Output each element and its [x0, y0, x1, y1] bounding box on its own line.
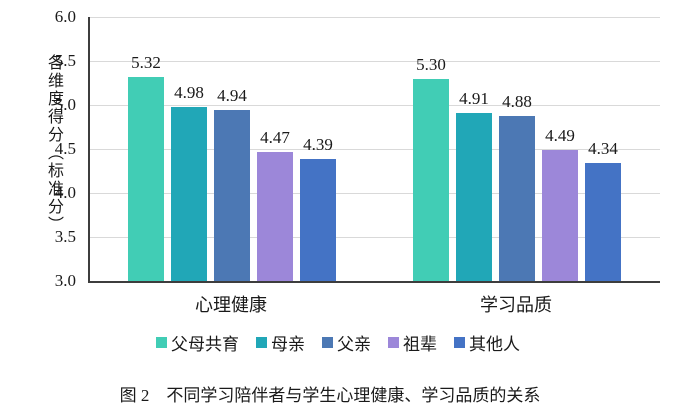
- legend-swatch-母亲: [256, 337, 267, 348]
- legend-swatch-父母共育: [156, 337, 167, 348]
- y-tick-4.5: 4.5: [54, 139, 76, 158]
- legend: 父母共育 母亲 父亲 祖辈 其他人: [0, 330, 676, 355]
- bar-母亲-学习品质: 4.91: [456, 89, 492, 281]
- y-tick-3.0: 3.0: [54, 271, 76, 290]
- x-axis-label-category-2: 学习品质: [480, 295, 552, 315]
- gridline-3.5: [90, 237, 660, 238]
- legend-label-其他人: 其他人: [469, 335, 520, 354]
- bar-父母共育-学习品质: 5.30: [413, 55, 449, 281]
- y-tick-6.0: 6.0: [54, 7, 76, 26]
- bar-group-1: 5.32 4.98 4.94 4.47 4.39: [128, 17, 336, 281]
- legend-label-母亲: 母亲: [271, 335, 305, 354]
- gridline-6.0: [90, 17, 660, 18]
- legend-item-父亲: 父亲: [322, 330, 371, 355]
- gridline-5.5: [90, 61, 660, 62]
- bar-父亲-心理健康: 4.94: [214, 86, 250, 281]
- bar-value-母亲-学习品质: 4.91: [459, 88, 489, 108]
- figure-caption: 图 2 不同学习陪伴者与学生心理健康、学习品质的关系: [119, 386, 541, 405]
- legend-item-母亲: 母亲: [256, 330, 305, 355]
- bar-value-母亲-心理健康: 4.98: [174, 82, 204, 102]
- legend-swatch-父亲: [322, 337, 333, 348]
- legend-swatch-祖辈: [388, 337, 399, 348]
- legend-label-父母共育: 父母共育: [171, 335, 239, 354]
- bar-value-祖辈-心理健康: 4.47: [260, 127, 290, 147]
- legend-item-祖辈: 祖辈: [388, 330, 437, 355]
- bar-value-其他人-心理健康: 4.39: [303, 134, 333, 154]
- y-axis-ticks: 6.0 5.5 5.0 4.5 4.0 3.5 3.0: [0, 7, 82, 290]
- bar-祖辈-心理健康: 4.47: [257, 128, 293, 281]
- legend-swatch-其他人: [454, 337, 465, 348]
- bar-value-其他人-学习品质: 4.34: [588, 139, 618, 159]
- y-tick-5.0: 5.0: [54, 95, 76, 114]
- legend-label-祖辈: 祖辈: [403, 335, 437, 354]
- bar-value-父母共育-心理健康: 5.32: [131, 52, 161, 72]
- bar-其他人-学习品质: 4.34: [585, 139, 621, 281]
- y-tick-3.5: 3.5: [54, 227, 76, 246]
- gridline-4.5: [90, 149, 660, 150]
- gridline-4.0: [90, 193, 660, 194]
- legend-item-父母共育: 父母共育: [156, 330, 239, 355]
- bar-父母共育-心理健康: 5.32: [128, 53, 164, 281]
- bar-value-祖辈-学习品质: 4.49: [545, 125, 575, 145]
- bar-其他人-心理健康: 4.39: [300, 135, 336, 281]
- bar-value-父母共育-学习品质: 5.30: [416, 54, 446, 74]
- bar-父亲-学习品质: 4.88: [499, 92, 535, 281]
- legend-label-父亲: 父亲: [337, 335, 371, 354]
- y-tick-4.0: 4.0: [54, 183, 76, 202]
- legend-item-其他人: 其他人: [454, 330, 520, 355]
- y-tick-5.5: 5.5: [54, 51, 76, 70]
- bar-value-父亲-心理健康: 4.94: [217, 86, 247, 106]
- bar-value-父亲-学习品质: 4.88: [502, 91, 532, 111]
- plot-area: 5.32 4.98 4.94 4.47 4.39 5.30 4.91 4.88 4.49 4.34: [88, 17, 660, 283]
- bar-group-2: 5.30 4.91 4.88 4.49 4.34: [413, 17, 621, 281]
- bar-祖辈-学习品质: 4.49: [542, 126, 578, 281]
- y-axis-title: 各维度得分（标准分）: [45, 54, 62, 234]
- chart: 各维度得分（标准分） 6.0 5.5 5.0 4.5 4.0 3.5 3.0 5.32 4.9…: [0, 7, 660, 315]
- x-axis-label-category-1: 心理健康: [195, 295, 267, 315]
- gridline-5.0: [90, 105, 660, 106]
- bar-母亲-心理健康: 4.98: [171, 83, 207, 281]
